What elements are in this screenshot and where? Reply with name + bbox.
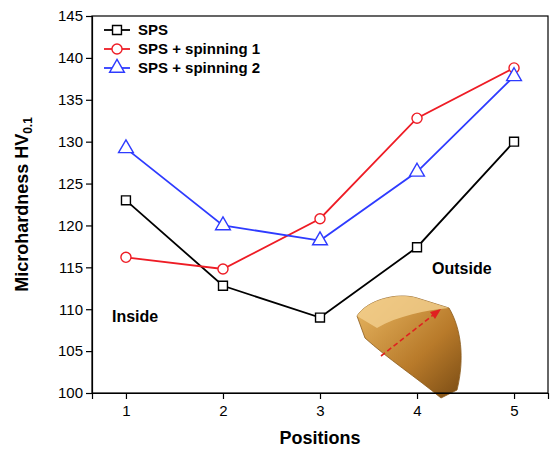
- x-tick: 1: [122, 393, 130, 419]
- x-tick: 5: [510, 393, 518, 419]
- y-tick-label: 110: [59, 301, 83, 318]
- x-tick-label: 1: [122, 402, 130, 419]
- y-tick-label: 135: [58, 91, 83, 108]
- legend-marker: [110, 59, 125, 72]
- series-marker: [218, 264, 228, 274]
- x-tick-label: 5: [510, 402, 518, 419]
- x-tick-mark: [514, 393, 515, 399]
- series-line: [126, 68, 514, 269]
- legend: SPS SPS + spinning 1 SPS + spinning 2: [104, 21, 260, 76]
- x-tick-mark: [223, 393, 224, 399]
- x-axis-title: Positions: [279, 428, 360, 448]
- series-marker: [510, 137, 519, 146]
- x-tick: 3: [316, 393, 324, 419]
- y-tick: 140: [58, 49, 92, 66]
- legend-entry: SPS + spinning 1: [104, 40, 260, 57]
- y-tick-label: 115: [59, 259, 83, 276]
- y-tick-mark: [86, 351, 92, 352]
- x-tick-mark: [320, 393, 321, 399]
- x-tick-label: 2: [219, 402, 227, 419]
- series-marker: [413, 243, 422, 252]
- legend-entry: SPS + spinning 2: [104, 59, 260, 76]
- y-tick: 125: [58, 175, 92, 192]
- y-axis-line: [86, 17, 93, 394]
- series-marker: [315, 214, 325, 224]
- chart: 12345100105110115120125130135140145SPSSP…: [0, 0, 554, 454]
- y-axis: 100 105 110 115 120 125 130 135 140 145: [58, 7, 93, 401]
- series-line: [126, 76, 514, 240]
- series-marker: [410, 163, 425, 176]
- y-tick-label: 105: [58, 342, 83, 359]
- series-marker: [313, 232, 328, 245]
- y-axis-title: Microhardness HV0.1: [12, 117, 35, 292]
- y-tick: 135: [58, 91, 92, 108]
- legend-label: SPS + spinning 2: [138, 59, 260, 76]
- x-axis-line: [93, 394, 549, 400]
- legend-marker: [112, 44, 122, 54]
- y-tick: 120: [58, 217, 92, 234]
- x-tick: 2: [219, 393, 227, 419]
- series-marker: [216, 217, 231, 230]
- x-tick-label: 3: [316, 402, 324, 419]
- legend-marker: [113, 26, 122, 35]
- series-marker: [412, 113, 422, 123]
- plot-frame: [92, 16, 548, 393]
- series-marker: [507, 68, 522, 81]
- y-tick-mark: [86, 58, 92, 59]
- y-tick-mark: [86, 100, 92, 101]
- y-tick-label: 100: [58, 384, 83, 401]
- sample-body: [357, 296, 461, 398]
- annotation: Inside: [112, 308, 158, 325]
- y-tick: 115: [59, 259, 92, 276]
- y-tick-mark: [86, 183, 92, 184]
- y-tick-mark: [86, 393, 92, 394]
- y-tick: 145: [58, 7, 92, 24]
- y-tick-mark: [86, 267, 92, 268]
- y-tick-label: 145: [58, 7, 83, 24]
- y-tick: 110: [59, 301, 92, 318]
- x-tick-label: 4: [413, 402, 421, 419]
- plot: 12345100105110115120125130135140145SPSSP…: [58, 7, 549, 418]
- annotation: Outside: [432, 260, 492, 277]
- y-tick-mark: [86, 142, 92, 143]
- series-marker: [119, 140, 134, 153]
- series-marker: [121, 252, 131, 262]
- legend-entry: SPS: [104, 21, 168, 38]
- y-tick: 130: [58, 133, 92, 150]
- y-tick-label: 140: [58, 49, 83, 66]
- y-tick-label: 130: [58, 133, 83, 150]
- y-tick-mark: [86, 309, 92, 310]
- sample-face: [357, 296, 449, 328]
- sample-arrow-head: [430, 309, 441, 319]
- x-axis: 1 2 3 4 5: [93, 393, 549, 419]
- legend-label: SPS + spinning 1: [138, 40, 260, 57]
- y-tick-label: 125: [58, 175, 83, 192]
- x-tick: 4: [413, 393, 421, 419]
- series-marker: [121, 196, 130, 205]
- y-tick-label: 120: [58, 217, 83, 234]
- sample-arrow: [381, 312, 437, 356]
- x-tick-mark: [126, 393, 127, 399]
- series-marker: [219, 281, 228, 290]
- y-tick-mark: [86, 16, 92, 17]
- series-line: [126, 142, 514, 318]
- sample-sketch: [357, 296, 461, 398]
- y-tick-mark: [86, 225, 92, 226]
- y-tick: 100: [58, 384, 92, 401]
- series-marker: [316, 313, 325, 322]
- x-tick-mark: [417, 393, 418, 399]
- data-area: [119, 63, 522, 322]
- y-tick: 105: [58, 342, 92, 359]
- legend-label: SPS: [138, 21, 168, 38]
